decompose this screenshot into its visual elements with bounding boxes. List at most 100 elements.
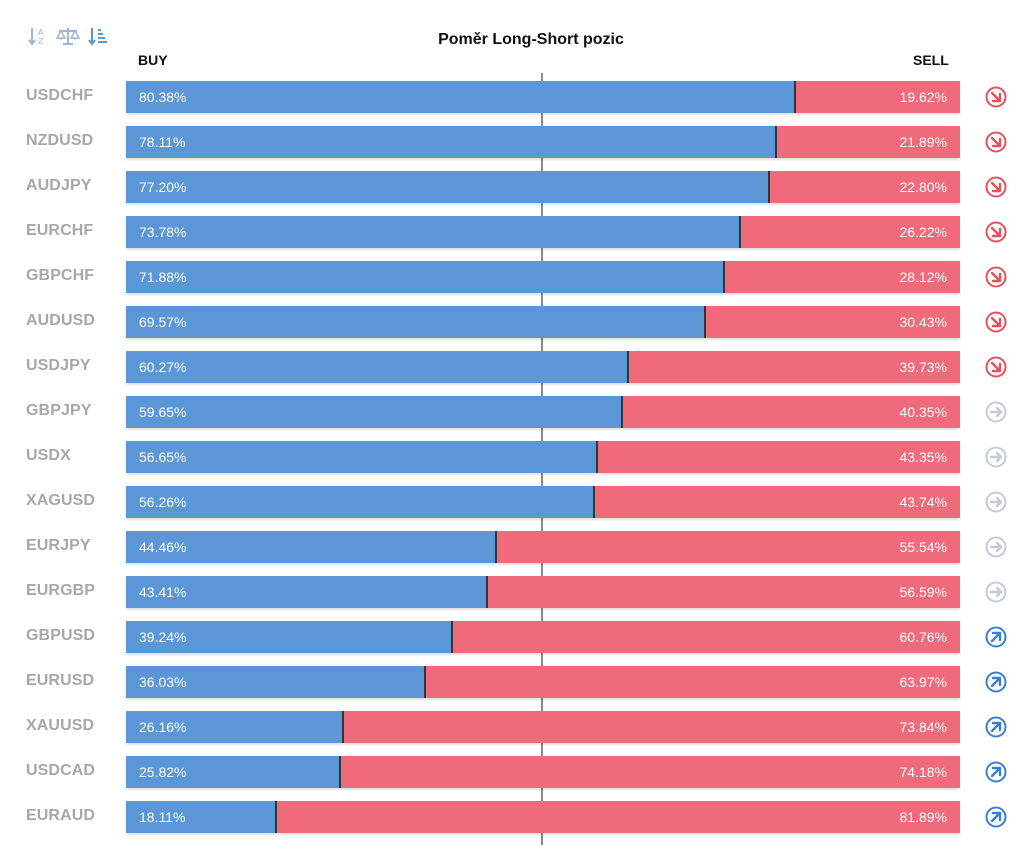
ratio-row[interactable]: EURJPY 44.46% 55.54% xyxy=(0,531,1025,563)
sort-alpha-icon[interactable]: A Z xyxy=(26,24,50,48)
ratio-bar[interactable]: 25.82% 74.18% xyxy=(126,756,960,788)
symbol-label[interactable]: XAGUSD xyxy=(26,492,96,509)
ratio-bar[interactable]: 56.26% 43.74% xyxy=(126,486,960,518)
ratio-bar[interactable]: 80.38% 19.62% xyxy=(126,81,960,113)
ratio-bar[interactable]: 26.16% 73.84% xyxy=(126,711,960,743)
buy-segment: 78.11% xyxy=(126,126,778,158)
symbol-label[interactable]: EURCHF xyxy=(26,222,94,239)
ratio-bar[interactable]: 18.11% 81.89% xyxy=(126,801,960,833)
sell-percent: 21.89% xyxy=(899,134,947,150)
sell-segment: 55.54% xyxy=(496,531,960,563)
buy-percent: 73.78% xyxy=(139,224,187,240)
ratio-row[interactable]: USDCAD 25.82% 74.18% xyxy=(0,756,1025,788)
sort-amount-icon[interactable] xyxy=(86,24,110,48)
trend-down-icon[interactable] xyxy=(985,356,1007,378)
symbol-label[interactable]: EURAUD xyxy=(26,807,96,824)
ratio-bar[interactable]: 43.41% 56.59% xyxy=(126,576,960,608)
symbol-label[interactable]: GBPJPY xyxy=(26,402,92,419)
symbol-label[interactable]: EURUSD xyxy=(26,672,95,689)
ratio-row[interactable]: GBPJPY 59.65% 40.35% xyxy=(0,396,1025,428)
ratio-row[interactable]: GBPUSD 39.24% 60.76% xyxy=(0,621,1025,653)
sell-percent: 22.80% xyxy=(899,179,947,195)
trend-down-icon[interactable] xyxy=(985,311,1007,333)
trend-down-icon[interactable] xyxy=(985,86,1007,108)
trend-down-icon[interactable] xyxy=(985,131,1007,153)
trend-up-icon[interactable] xyxy=(985,716,1007,738)
ratio-row[interactable]: XAUUSD 26.16% 73.84% xyxy=(0,711,1025,743)
ratio-row[interactable]: XAGUSD 56.26% 43.74% xyxy=(0,486,1025,518)
symbol-label[interactable]: USDJPY xyxy=(26,357,91,374)
ratio-row[interactable]: USDJPY 60.27% 39.73% xyxy=(0,351,1025,383)
ratio-bar[interactable]: 59.65% 40.35% xyxy=(126,396,960,428)
ratio-bar[interactable]: 69.57% 30.43% xyxy=(126,306,960,338)
buy-percent: 69.57% xyxy=(139,314,187,330)
trend-up-icon[interactable] xyxy=(985,671,1007,693)
buy-header: BUY xyxy=(138,52,168,68)
trend-down-icon[interactable] xyxy=(985,266,1007,288)
balance-scale-icon[interactable] xyxy=(56,24,80,48)
sell-segment: 21.89% xyxy=(777,126,960,158)
ratio-row[interactable]: AUDUSD 69.57% 30.43% xyxy=(0,306,1025,338)
ratio-bar[interactable]: 73.78% 26.22% xyxy=(126,216,960,248)
sell-percent: 28.12% xyxy=(899,269,947,285)
symbol-label[interactable]: XAUUSD xyxy=(26,717,95,734)
trend-neutral-icon[interactable] xyxy=(985,536,1007,558)
ratio-bar[interactable]: 60.27% 39.73% xyxy=(126,351,960,383)
ratio-row[interactable]: USDCHF 80.38% 19.62% xyxy=(0,81,1025,113)
sell-segment: 30.43% xyxy=(706,306,960,338)
trend-neutral-icon[interactable] xyxy=(985,581,1007,603)
buy-segment: 44.46% xyxy=(126,531,497,563)
symbol-label[interactable]: AUDUSD xyxy=(26,312,96,329)
symbol-label[interactable]: EURJPY xyxy=(26,537,91,554)
ratio-bar[interactable]: 39.24% 60.76% xyxy=(126,621,960,653)
buy-segment: 59.65% xyxy=(126,396,624,428)
sell-percent: 30.43% xyxy=(899,314,947,330)
sell-segment: 43.35% xyxy=(598,441,960,473)
trend-neutral-icon[interactable] xyxy=(985,491,1007,513)
trend-neutral-icon[interactable] xyxy=(985,401,1007,423)
symbol-label[interactable]: EURGBP xyxy=(26,582,96,599)
sell-percent: 55.54% xyxy=(899,539,947,555)
chart-title: Poměr Long-Short pozic xyxy=(438,31,624,48)
trend-neutral-icon[interactable] xyxy=(985,446,1007,468)
sell-percent: 19.62% xyxy=(899,89,947,105)
sell-segment: 74.18% xyxy=(341,756,960,788)
toolbar: A Z xyxy=(26,23,110,49)
sell-percent: 43.74% xyxy=(899,494,947,510)
symbol-label[interactable]: USDCHF xyxy=(26,87,94,104)
symbol-label[interactable]: GBPCHF xyxy=(26,267,95,284)
symbol-label[interactable]: GBPUSD xyxy=(26,627,96,644)
sell-percent: 26.22% xyxy=(899,224,947,240)
symbol-label[interactable]: AUDJPY xyxy=(26,177,92,194)
symbol-label[interactable]: USDX xyxy=(26,447,71,464)
buy-percent: 36.03% xyxy=(139,674,187,690)
ratio-bar[interactable]: 77.20% 22.80% xyxy=(126,171,960,203)
ratio-row[interactable]: NZDUSD 78.11% 21.89% xyxy=(0,126,1025,158)
ratio-row[interactable]: EURUSD 36.03% 63.97% xyxy=(0,666,1025,698)
ratio-bar[interactable]: 78.11% 21.89% xyxy=(126,126,960,158)
ratio-bar[interactable]: 36.03% 63.97% xyxy=(126,666,960,698)
ratio-bar[interactable]: 56.65% 43.35% xyxy=(126,441,960,473)
ratio-bar[interactable]: 71.88% 28.12% xyxy=(126,261,960,293)
ratio-bar[interactable]: 44.46% 55.54% xyxy=(126,531,960,563)
trend-down-icon[interactable] xyxy=(985,221,1007,243)
trend-up-icon[interactable] xyxy=(985,626,1007,648)
trend-up-icon[interactable] xyxy=(985,806,1007,828)
ratio-row[interactable]: EURAUD 18.11% 81.89% xyxy=(0,801,1025,833)
ratio-row[interactable]: EURCHF 73.78% 26.22% xyxy=(0,216,1025,248)
sell-percent: 81.89% xyxy=(899,809,947,825)
buy-segment: 25.82% xyxy=(126,756,342,788)
trend-down-icon[interactable] xyxy=(985,176,1007,198)
ratio-row[interactable]: AUDJPY 77.20% 22.80% xyxy=(0,171,1025,203)
buy-segment: 26.16% xyxy=(126,711,345,743)
symbol-label[interactable]: USDCAD xyxy=(26,762,96,779)
ratio-row[interactable]: GBPCHF 71.88% 28.12% xyxy=(0,261,1025,293)
trend-up-icon[interactable] xyxy=(985,761,1007,783)
sell-percent: 73.84% xyxy=(899,719,947,735)
ratio-row[interactable]: EURGBP 43.41% 56.59% xyxy=(0,576,1025,608)
buy-percent: 80.38% xyxy=(139,89,187,105)
ratio-row[interactable]: USDX 56.65% 43.35% xyxy=(0,441,1025,473)
sell-segment: 60.76% xyxy=(453,621,960,653)
buy-segment: 39.24% xyxy=(126,621,454,653)
symbol-label[interactable]: NZDUSD xyxy=(26,132,94,149)
